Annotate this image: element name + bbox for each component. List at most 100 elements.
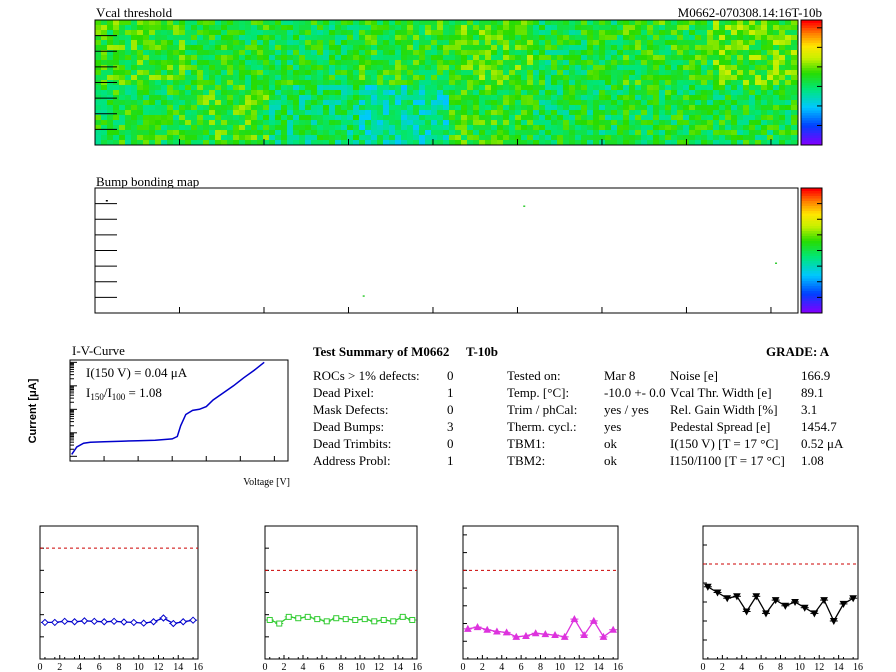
heat-cell (581, 105, 587, 110)
heat-cell (149, 25, 155, 30)
chart-vcal-thr-width: 0 2 4 6 8 10 12 14 16 (263, 525, 422, 672)
heat-cell (287, 25, 293, 30)
heat-cell (173, 20, 179, 25)
heat-cell (401, 140, 407, 145)
heat-cell (695, 110, 701, 115)
heat-cell (269, 60, 275, 65)
heat-cell (593, 70, 599, 75)
heat-cell (719, 80, 725, 85)
heat-cell (395, 85, 401, 90)
heat-cell (359, 60, 365, 65)
heat-cell (599, 75, 605, 80)
heat-cell (341, 90, 347, 95)
heat-cell (773, 140, 779, 145)
heat-cell (155, 115, 161, 120)
chart-point (771, 597, 780, 605)
heat-cell (341, 110, 347, 115)
heat-cell (563, 40, 569, 45)
heat-cell (629, 25, 635, 30)
heat-cell (521, 60, 527, 65)
heat-cell (191, 80, 197, 85)
heat-cell (383, 100, 389, 105)
module-id-label: M0662-070308.14:16T-10b (678, 5, 822, 20)
heat-cell (437, 30, 443, 35)
heat-cell (653, 35, 659, 40)
heat-cell (491, 95, 497, 100)
heat-cell (791, 20, 797, 25)
heat-cell (593, 75, 599, 80)
heat-cell (173, 135, 179, 140)
vcal-palette-band (801, 122, 822, 126)
heat-cell (95, 110, 101, 115)
heat-cell (389, 105, 395, 110)
heat-cell (701, 110, 707, 115)
heat-cell (305, 20, 311, 25)
heat-cell (509, 130, 515, 135)
heat-cell (395, 90, 401, 95)
heat-cell (407, 130, 413, 135)
heat-cell (95, 140, 101, 145)
heat-cell (209, 95, 215, 100)
heat-cell (467, 115, 473, 120)
heat-cell (497, 55, 503, 60)
heat-cell (497, 75, 503, 80)
heat-cell (287, 100, 293, 105)
heat-cell (275, 100, 281, 105)
heat-cell (353, 55, 359, 60)
heat-cell (275, 25, 281, 30)
heat-cell (173, 85, 179, 90)
heat-cell (515, 130, 521, 135)
heat-cell (731, 120, 737, 125)
heat-cell (515, 85, 521, 90)
heat-cell (245, 50, 251, 55)
heat-cell (773, 50, 779, 55)
heat-cell (521, 25, 527, 30)
heat-cell (371, 45, 377, 50)
heat-cell (719, 115, 725, 120)
heat-cell (299, 100, 305, 105)
heat-cell (269, 135, 275, 140)
heat-cell (95, 55, 101, 60)
heat-cell (701, 50, 707, 55)
heat-cell (191, 20, 197, 25)
heat-cell (503, 120, 509, 125)
heat-cell (791, 25, 797, 30)
heat-cell (425, 110, 431, 115)
heat-cell (461, 25, 467, 30)
heat-cell (443, 20, 449, 25)
heat-cell (767, 120, 773, 125)
heat-cell (725, 45, 731, 50)
heat-cell (767, 130, 773, 135)
heat-cell (299, 95, 305, 100)
heat-cell (179, 105, 185, 110)
heat-cell (521, 125, 527, 130)
heat-cell (653, 100, 659, 105)
heat-cell (317, 45, 323, 50)
heat-cell (233, 120, 239, 125)
heat-cell (605, 90, 611, 95)
heat-cell (743, 35, 749, 40)
heat-cell (635, 75, 641, 80)
heat-cell (305, 85, 311, 90)
heat-cell (479, 105, 485, 110)
heat-cell (107, 95, 113, 100)
heat-cell (443, 50, 449, 55)
heat-cell (713, 125, 719, 130)
chart-point (120, 618, 128, 626)
heat-cell (773, 110, 779, 115)
heat-cell (419, 55, 425, 60)
heat-cell (341, 30, 347, 35)
heat-cell (581, 135, 587, 140)
heat-cell (623, 35, 629, 40)
heat-cell (767, 75, 773, 80)
bump-palette-band (801, 218, 822, 221)
heat-cell (257, 135, 263, 140)
heat-cell (449, 95, 455, 100)
heat-cell (707, 90, 713, 95)
heat-cell (515, 110, 521, 115)
heat-cell (245, 25, 251, 30)
heat-cell (701, 45, 707, 50)
heat-cell (761, 85, 767, 90)
condition-label: Therm. cycl.: (507, 419, 577, 434)
